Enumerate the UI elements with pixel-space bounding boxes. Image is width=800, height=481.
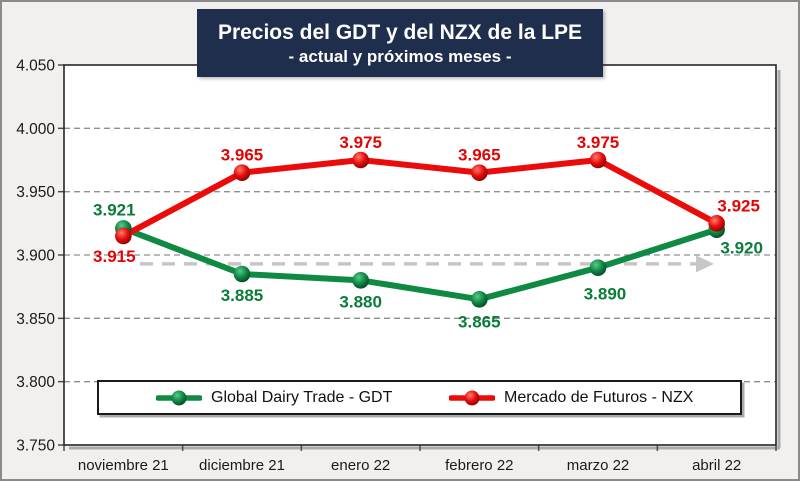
- data-point-label: 3.921: [93, 200, 136, 219]
- legend-item-nzx: Mercado de Futuros - NZX: [449, 382, 693, 413]
- data-point-marker: [352, 272, 369, 289]
- chart-title: Precios del GDT y del NZX de la LPE: [217, 20, 583, 44]
- x-axis-label: abril 22: [692, 457, 741, 474]
- data-point-label: 3.975: [577, 133, 620, 152]
- x-axis-label: marzo 22: [567, 457, 630, 474]
- data-point-label: 3.965: [458, 146, 501, 165]
- data-point-marker: [471, 291, 488, 308]
- data-point-label: 3.965: [221, 146, 264, 165]
- data-point-label: 3.915: [93, 247, 136, 266]
- data-point-label: 3.920: [720, 239, 763, 258]
- y-axis-label: 4.000: [16, 121, 55, 138]
- data-point-marker: [471, 164, 488, 181]
- legend-item-gdt: Global Dairy Trade - GDT: [156, 382, 392, 413]
- legend: Global Dairy Trade - GDT Mercado de Futu…: [97, 380, 742, 415]
- data-point-label: 3.885: [221, 286, 264, 305]
- x-axis-label: enero 22: [331, 457, 390, 474]
- series-line-nzx: [120, 157, 720, 239]
- nzx-line-marker-icon: [449, 390, 495, 405]
- data-point-label: 3.865: [458, 312, 501, 331]
- x-axis-label: noviembre 21: [78, 457, 169, 474]
- y-axis-label: 3.900: [16, 248, 55, 265]
- legend-label-gdt: Global Dairy Trade - GDT: [211, 388, 393, 406]
- trend-arrow-head-icon: [696, 255, 714, 273]
- data-point-marker: [708, 215, 725, 232]
- chart-subtitle: - actual y próximos meses -: [288, 46, 512, 66]
- legend-label-nzx: Mercado de Futuros - NZX: [504, 388, 694, 406]
- y-axis-label: 3.950: [16, 184, 55, 201]
- y-axis-label: 3.800: [16, 374, 55, 391]
- x-axis-label: febrero 22: [445, 457, 513, 474]
- data-point-label: 3.890: [584, 285, 627, 304]
- data-point-marker: [589, 259, 607, 276]
- x-axis-label: diciembre 21: [199, 457, 285, 474]
- data-point-marker: [115, 227, 132, 245]
- data-point-label: 3.975: [339, 133, 382, 152]
- data-point-marker: [233, 164, 251, 181]
- data-point-label: 3.925: [717, 196, 760, 215]
- y-axis-label: 3.750: [16, 438, 55, 455]
- gdt-line-marker-icon: [156, 390, 202, 405]
- title-box: Precios del GDT y del NZX de la LPE - ac…: [197, 9, 603, 77]
- y-axis-label: 4.050: [16, 58, 55, 75]
- y-axis-label: 3.850: [16, 311, 55, 328]
- data-point-marker: [589, 151, 607, 169]
- data-point-marker: [233, 265, 251, 283]
- data-point-marker: [352, 151, 369, 169]
- series-line-gdt: [120, 225, 720, 303]
- data-point-label: 3.880: [339, 292, 382, 311]
